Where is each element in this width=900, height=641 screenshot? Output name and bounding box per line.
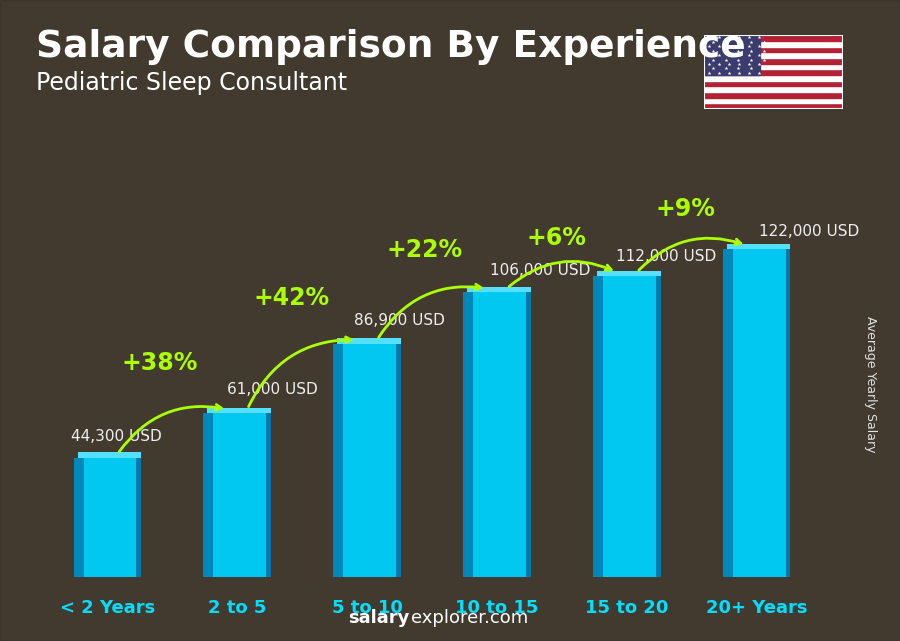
- Bar: [704, 87, 843, 92]
- Text: 61,000 USD: 61,000 USD: [227, 382, 318, 397]
- Text: 106,000 USD: 106,000 USD: [491, 263, 590, 278]
- Bar: [467, 287, 531, 292]
- Text: +9%: +9%: [655, 197, 716, 221]
- Bar: [723, 249, 733, 577]
- Bar: [526, 292, 531, 577]
- Text: salary: salary: [348, 609, 410, 627]
- Bar: [266, 413, 271, 577]
- Bar: [704, 103, 843, 109]
- Bar: [786, 249, 790, 577]
- Bar: [597, 276, 661, 577]
- Text: explorer.com: explorer.com: [411, 609, 528, 627]
- Text: +38%: +38%: [122, 351, 197, 376]
- Bar: [137, 458, 141, 577]
- Bar: [207, 413, 271, 577]
- Bar: [726, 244, 790, 249]
- Bar: [74, 458, 84, 577]
- Text: +42%: +42%: [254, 286, 329, 310]
- Bar: [726, 249, 790, 577]
- Bar: [77, 458, 141, 577]
- Text: 2 to 5: 2 to 5: [208, 599, 266, 617]
- Text: Average Yearly Salary: Average Yearly Salary: [865, 317, 878, 453]
- Bar: [467, 292, 531, 577]
- Bar: [704, 35, 843, 41]
- Bar: [704, 35, 760, 75]
- Bar: [597, 271, 661, 276]
- Bar: [704, 97, 843, 103]
- Bar: [656, 276, 661, 577]
- Bar: [704, 75, 843, 81]
- Bar: [593, 276, 603, 577]
- Text: Pediatric Sleep Consultant: Pediatric Sleep Consultant: [36, 71, 347, 94]
- Bar: [704, 92, 843, 97]
- Text: < 2 Years: < 2 Years: [59, 599, 155, 617]
- Bar: [77, 453, 141, 458]
- Text: 122,000 USD: 122,000 USD: [760, 224, 860, 239]
- Bar: [338, 344, 400, 577]
- Bar: [704, 58, 843, 63]
- Text: +22%: +22%: [386, 238, 463, 262]
- Bar: [333, 344, 343, 577]
- Bar: [704, 81, 843, 87]
- Bar: [207, 408, 271, 413]
- Bar: [203, 413, 213, 577]
- Bar: [704, 53, 843, 58]
- Text: 20+ Years: 20+ Years: [706, 599, 807, 617]
- Text: 86,900 USD: 86,900 USD: [354, 313, 445, 328]
- Text: 15 to 20: 15 to 20: [585, 599, 669, 617]
- Text: 112,000 USD: 112,000 USD: [616, 249, 716, 264]
- Text: Salary Comparison By Experience: Salary Comparison By Experience: [36, 29, 746, 65]
- Bar: [704, 47, 843, 53]
- Bar: [464, 292, 473, 577]
- Bar: [338, 338, 400, 344]
- Text: 44,300 USD: 44,300 USD: [71, 429, 162, 444]
- Bar: [704, 63, 843, 69]
- Text: +6%: +6%: [526, 226, 587, 251]
- Bar: [396, 344, 400, 577]
- Bar: [704, 41, 843, 47]
- Text: 10 to 15: 10 to 15: [455, 599, 538, 617]
- Bar: [704, 69, 843, 75]
- Text: 5 to 10: 5 to 10: [331, 599, 402, 617]
